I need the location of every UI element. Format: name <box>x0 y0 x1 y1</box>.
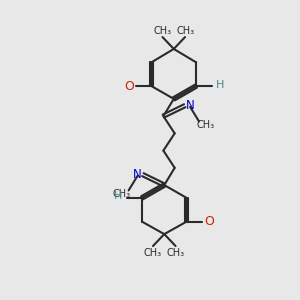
Text: O: O <box>124 80 134 93</box>
Text: O: O <box>204 215 214 228</box>
Text: H: H <box>216 80 225 90</box>
Text: CH₃: CH₃ <box>167 248 184 257</box>
Text: N: N <box>186 99 195 112</box>
Text: H: H <box>113 191 122 201</box>
Text: CH₃: CH₃ <box>196 120 214 130</box>
Text: CH₃: CH₃ <box>153 26 172 35</box>
Text: CH₃: CH₃ <box>113 189 131 199</box>
Text: CH₃: CH₃ <box>176 26 194 35</box>
Text: N: N <box>133 168 141 181</box>
Text: CH₃: CH₃ <box>144 248 162 257</box>
